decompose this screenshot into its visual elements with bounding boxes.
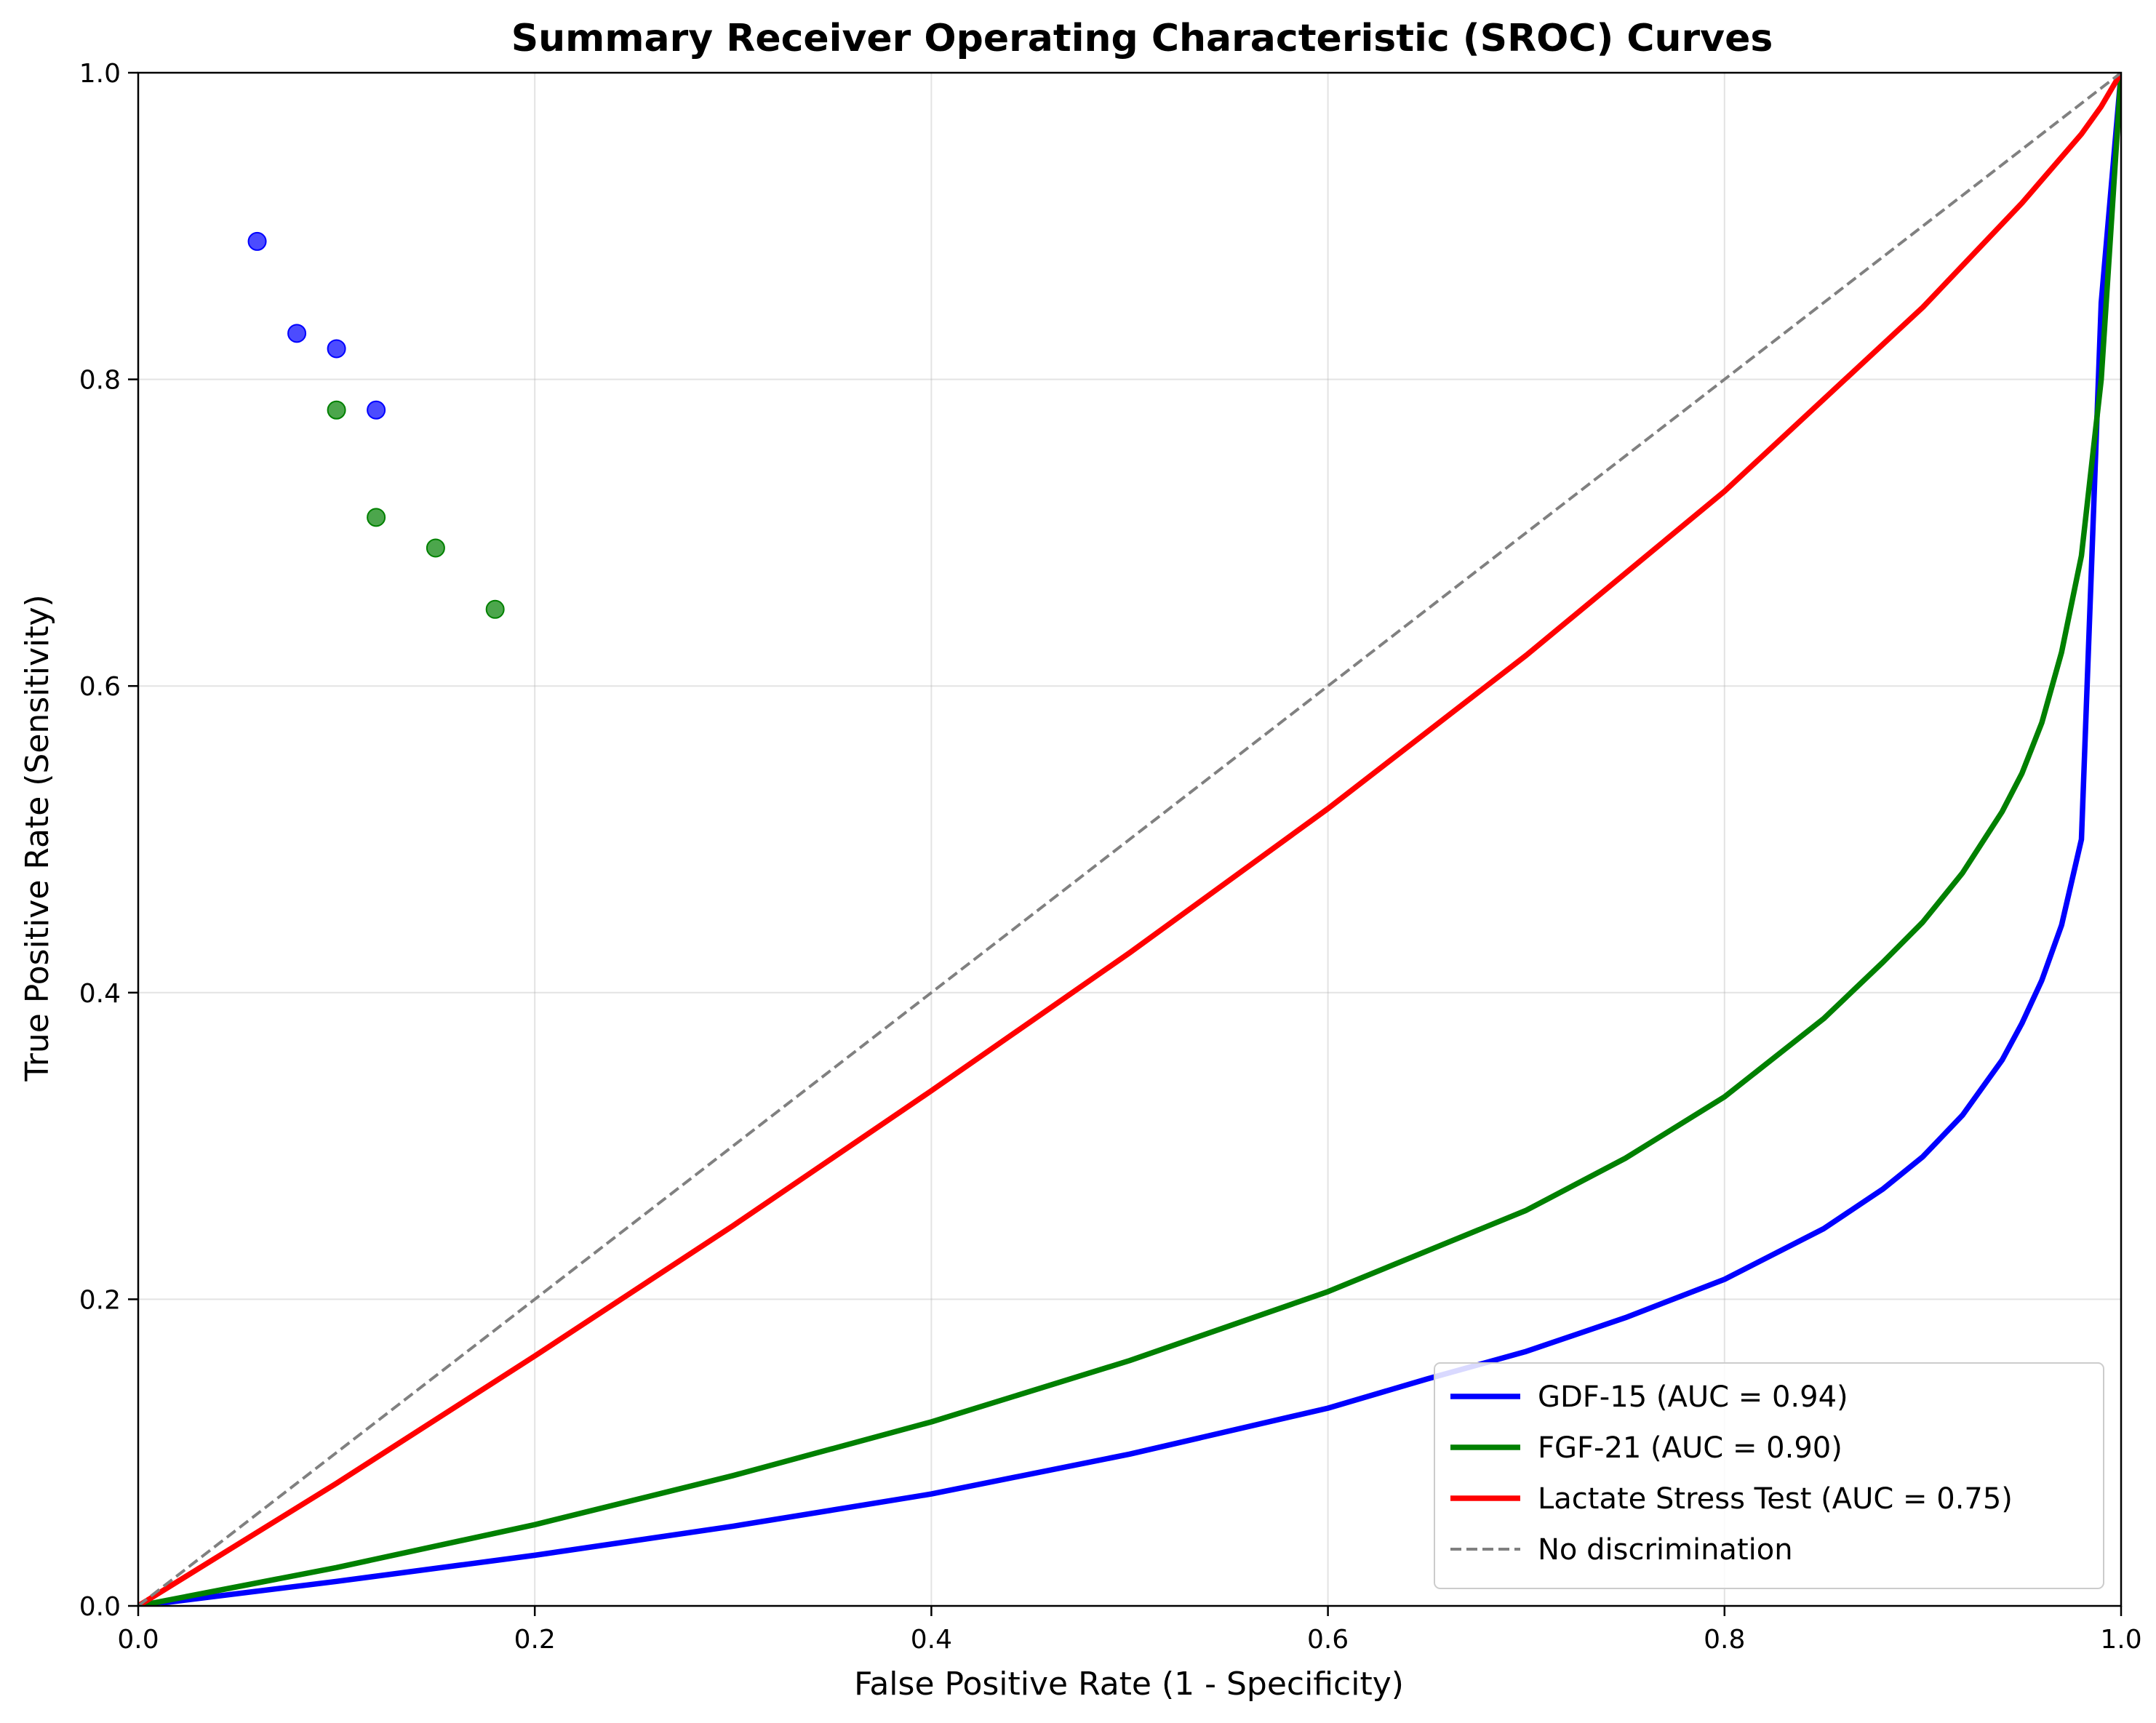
study-point	[287, 324, 307, 343]
x-tick-label: 1.0	[2100, 1625, 2141, 1655]
study-point	[426, 538, 445, 558]
series-clip-group	[138, 73, 2121, 1606]
legend-label: Lactate Stress Test (AUC = 0.75)	[1538, 1482, 2013, 1516]
x-tick-label: 0.4	[911, 1625, 952, 1655]
y-tick-label: 0.6	[79, 672, 121, 702]
grid-lines	[137, 72, 2122, 1607]
series-line	[138, 73, 2121, 1606]
series-line	[138, 73, 2121, 1606]
plot-frame	[137, 71, 2123, 1607]
study-point	[247, 231, 267, 251]
y-tick-label: 0.4	[79, 979, 121, 1009]
y-tick-label: 1.0	[79, 59, 121, 89]
study-point	[367, 400, 386, 420]
y-tick-label: 0.2	[79, 1285, 121, 1315]
axis-ticks: 0.0 0.2 0.4 0.6 0.8 1.0 0.0 0.2 0.4 0.6 0.8 1.0	[79, 59, 2142, 1655]
x-tick-label: 0.2	[514, 1625, 556, 1655]
study-points	[247, 231, 505, 619]
series-lines	[138, 73, 2121, 1606]
legend-label: FGF-21 (AUC = 0.90)	[1538, 1431, 1842, 1465]
x-tick-label: 0.8	[1704, 1625, 1745, 1655]
series-line	[138, 73, 2121, 1606]
x-tick-label: 0.6	[1307, 1625, 1349, 1655]
y-axis-label: True Positive Rate (Sensitivity)	[19, 594, 56, 1082]
y-tick-label: 0.0	[79, 1592, 121, 1622]
study-point	[485, 599, 505, 619]
x-tick-label: 0.0	[117, 1625, 159, 1655]
legend: GDF-15 (AUC = 0.94) FGF-21 (AUC = 0.90) La…	[1434, 1362, 2104, 1589]
y-tick-label: 0.8	[79, 366, 121, 396]
study-point	[367, 508, 386, 527]
legend-box	[1434, 1362, 2104, 1589]
x-axis-label: False Positive Rate (1 - Specificity)	[854, 1666, 1404, 1703]
legend-label: GDF-15 (AUC = 0.94)	[1538, 1380, 1848, 1414]
study-point	[327, 400, 346, 420]
study-point	[327, 339, 346, 359]
legend-label: No discrimination	[1538, 1533, 1793, 1567]
series-line	[138, 73, 2121, 1606]
chart-title: Summary Receiver Operating Characteristi…	[511, 17, 1773, 60]
